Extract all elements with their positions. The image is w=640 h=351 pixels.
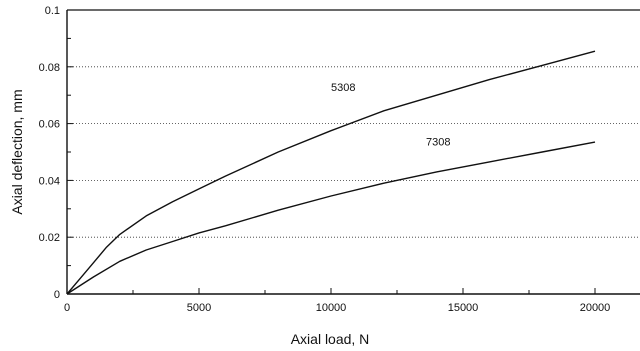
series-line-7308 bbox=[66, 141, 596, 295]
y-tick-label: 0.02 bbox=[39, 232, 60, 244]
y-axis-title: Axial deflection, mm bbox=[9, 89, 25, 214]
x-tick-label: 15000 bbox=[448, 302, 479, 314]
series-line-5308 bbox=[66, 50, 596, 295]
y-tick-label: 0.1 bbox=[45, 5, 60, 17]
x-tick-label: 20000 bbox=[580, 302, 611, 314]
axes bbox=[66, 9, 640, 295]
series-labels: 5308 7308 bbox=[331, 82, 451, 149]
x-axis-title: Axial load, N bbox=[291, 331, 370, 347]
ticks: 0 0.02 0.04 0.06 0.08 0.1 0 5000 10000 15000 20000 bbox=[39, 5, 611, 314]
y-tick-label: 0 bbox=[54, 289, 60, 301]
series-label-5308: 5308 bbox=[331, 82, 355, 94]
grid-lines bbox=[67, 9, 640, 238]
y-tick-label: 0.04 bbox=[39, 175, 60, 187]
x-tick-label: 0 bbox=[64, 302, 70, 314]
x-tick-label: 10000 bbox=[316, 302, 347, 314]
x-tick-label: 5000 bbox=[187, 302, 211, 314]
y-tick-label: 0.08 bbox=[39, 62, 60, 74]
series-lines bbox=[66, 50, 596, 295]
series-label-7308: 7308 bbox=[426, 136, 450, 148]
y-tick-label: 0.06 bbox=[39, 119, 60, 131]
